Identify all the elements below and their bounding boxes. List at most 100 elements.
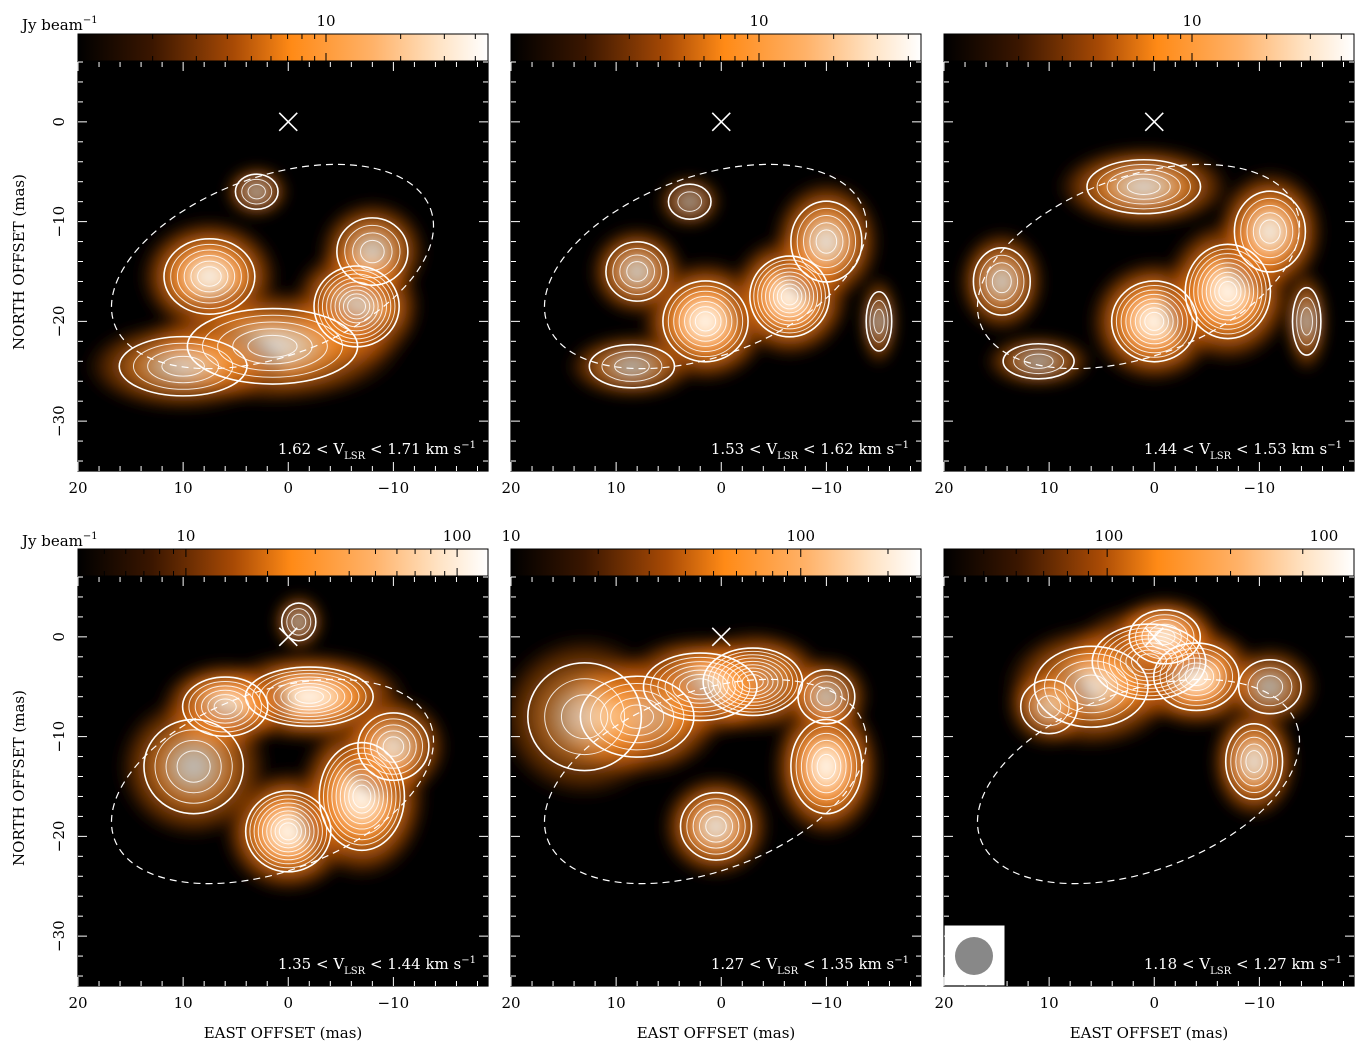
x-tick-label: 0 — [283, 479, 293, 497]
contour-line — [197, 266, 222, 287]
star-position-marker — [1144, 627, 1164, 647]
colorbar-unit-label-bottom: Jy beam−1 — [20, 531, 98, 550]
contour-line — [811, 746, 842, 787]
contour-line — [176, 750, 211, 783]
colorbar-gradient — [77, 548, 489, 577]
contour-line — [247, 184, 266, 200]
contour-line — [972, 246, 1032, 316]
axes: 20 10 0 −10 0 −10 −20 −30 — [50, 61, 488, 497]
contour-line — [183, 255, 236, 298]
x-tick-label: 10 — [174, 994, 193, 1012]
contour-line — [1097, 627, 1201, 697]
colorbar-tick-label: 10 — [316, 12, 335, 30]
x-tick-label: −10 — [811, 479, 843, 497]
x-tick-label: −10 — [811, 994, 843, 1012]
contour-line — [1002, 342, 1075, 380]
contour-line — [1240, 743, 1268, 780]
x-tick-label: 0 — [1149, 479, 1159, 497]
contour-line — [1037, 695, 1062, 719]
contour-line — [1141, 618, 1189, 655]
y-tick-label: 0 — [50, 632, 68, 642]
y-tick-label: −10 — [50, 721, 68, 753]
panel-2: 10 20 10 0 −10 1.53 < VLSR < 1.62 km s−1 — [501, 12, 922, 497]
contour-line — [213, 698, 237, 715]
contour-line — [201, 689, 250, 724]
contour-line — [188, 680, 262, 733]
panel-frame — [77, 61, 489, 472]
contour-line — [809, 222, 844, 261]
dashed-ring-ellipse — [543, 678, 868, 885]
contour-line — [1130, 298, 1179, 345]
colorbar-tick-label: 10 — [501, 527, 520, 545]
dashed-ring-ellipse — [976, 163, 1301, 370]
colorbar: 10 100 — [501, 527, 922, 577]
contour-line — [154, 729, 233, 804]
contour-line — [1252, 212, 1287, 251]
contour-line — [560, 694, 609, 740]
contour-line — [132, 342, 234, 390]
contour-line — [1246, 205, 1294, 259]
dashed-ring-ellipse — [543, 163, 868, 370]
contour-line — [257, 802, 319, 861]
contour-line — [579, 675, 695, 758]
contour-line — [274, 818, 302, 845]
axes: 20 10 0 −10 — [501, 576, 921, 1012]
contour-line — [1197, 257, 1259, 326]
contour-line — [207, 694, 244, 720]
contour-line — [1126, 178, 1161, 195]
contour-line — [765, 271, 815, 322]
contour-line — [1019, 678, 1079, 735]
contour-line — [1172, 657, 1221, 696]
contour-line — [287, 686, 332, 708]
y-tick-label: −30 — [50, 920, 68, 952]
intensity-map — [78, 577, 488, 986]
contour-line — [677, 191, 703, 212]
emission-blob-f — [780, 652, 873, 741]
colorbar-gradient — [943, 33, 1355, 62]
colorbar: 10 — [77, 12, 489, 62]
emission-blob-d — [79, 317, 288, 415]
contour-line — [1240, 197, 1300, 266]
contour-line — [780, 287, 799, 306]
emission-blob-e — [222, 163, 292, 221]
y-tick-label: −10 — [50, 206, 68, 238]
contour-line — [1193, 253, 1263, 330]
contour-line — [673, 290, 738, 353]
x-axis-label-right: EAST OFFSET (mas) — [1070, 1024, 1229, 1042]
contour-line — [327, 752, 397, 841]
intensity-map — [78, 62, 488, 471]
contour-line — [527, 661, 643, 772]
contour-line — [612, 247, 662, 296]
axes: 20 10 0 −10 — [934, 576, 1354, 1012]
contour-line — [342, 293, 371, 320]
star-position-marker — [1144, 112, 1164, 132]
panel-frame — [77, 576, 489, 987]
contour-line — [1152, 642, 1240, 712]
contour-line — [776, 283, 803, 310]
contour-line — [1128, 609, 1202, 665]
contour-line — [1230, 730, 1278, 794]
star-position-marker — [711, 627, 731, 647]
panel-frame — [943, 576, 1355, 987]
contour-line — [247, 334, 298, 358]
contour-line — [286, 608, 312, 636]
contour-line — [147, 349, 220, 384]
contour-line — [544, 678, 626, 756]
velocity-range-label: 1.27 < VLSR < 1.35 km s−1 — [711, 955, 909, 977]
contour-line — [234, 173, 279, 210]
contour-line — [280, 602, 317, 642]
panel-frame — [510, 576, 922, 987]
colorbar-tick-label: 10 — [1182, 12, 1201, 30]
contour-line — [1114, 638, 1184, 686]
contour-line — [163, 237, 256, 315]
colorbar-gradient — [943, 548, 1355, 577]
contour-line — [686, 798, 746, 855]
panel-frame — [943, 61, 1355, 472]
contour-line — [1205, 267, 1250, 316]
contour-line — [620, 704, 655, 729]
emission-blob-f — [314, 196, 431, 307]
contour-line — [1134, 302, 1174, 340]
contour-line — [1210, 271, 1246, 312]
x-tick-label: 0 — [1149, 994, 1159, 1012]
